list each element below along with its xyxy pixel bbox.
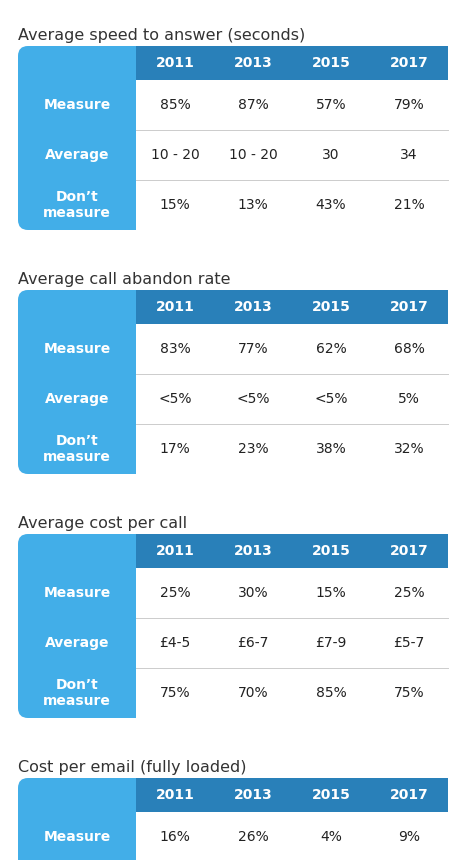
Text: Don’t
measure: Don’t measure	[43, 190, 111, 220]
Bar	[136, 778, 448, 812]
Text: 75%: 75%	[394, 686, 424, 700]
Text: 62%: 62%	[316, 342, 346, 356]
Text: 13%: 13%	[238, 198, 268, 212]
Text: 30%: 30%	[238, 586, 268, 600]
Text: 17%: 17%	[160, 442, 190, 456]
Text: 85%: 85%	[160, 98, 190, 112]
Bar	[136, 46, 448, 80]
Text: 79%: 79%	[394, 98, 424, 112]
Text: 2013: 2013	[234, 788, 273, 802]
FancyBboxPatch shape	[18, 46, 136, 230]
Text: 25%: 25%	[394, 586, 424, 600]
Text: 32%: 32%	[394, 442, 424, 456]
Text: 2015: 2015	[312, 544, 351, 558]
Text: 38%: 38%	[316, 442, 346, 456]
Text: 23%: 23%	[238, 442, 268, 456]
Text: Average call abandon rate: Average call abandon rate	[18, 272, 230, 287]
Text: 10 - 20: 10 - 20	[150, 148, 199, 162]
Text: 2017: 2017	[390, 56, 428, 70]
Text: 2011: 2011	[156, 300, 195, 314]
Text: Don’t
measure: Don’t measure	[43, 434, 111, 464]
Text: 16%: 16%	[159, 830, 190, 844]
Text: 43%: 43%	[316, 198, 346, 212]
FancyBboxPatch shape	[18, 534, 136, 718]
Text: 15%: 15%	[316, 586, 346, 600]
FancyBboxPatch shape	[18, 290, 136, 474]
Text: 34: 34	[400, 148, 418, 162]
Bar	[136, 568, 448, 718]
Text: Measure: Measure	[43, 342, 110, 356]
Text: 75%: 75%	[160, 686, 190, 700]
Text: 4%: 4%	[320, 830, 342, 844]
Text: 83%: 83%	[160, 342, 190, 356]
Text: Average cost per call: Average cost per call	[18, 516, 187, 531]
Text: Average speed to answer (seconds): Average speed to answer (seconds)	[18, 28, 305, 43]
Text: Measure: Measure	[43, 586, 110, 600]
Text: Average: Average	[45, 148, 109, 162]
Bar	[136, 812, 448, 860]
Text: £4-5: £4-5	[159, 636, 191, 650]
Text: <5%: <5%	[158, 392, 192, 406]
Bar	[77, 534, 136, 718]
Text: 5%: 5%	[398, 392, 420, 406]
Text: Average: Average	[45, 392, 109, 406]
Text: 2011: 2011	[156, 544, 195, 558]
Text: 25%: 25%	[160, 586, 190, 600]
Text: <5%: <5%	[236, 392, 270, 406]
Text: £7-9: £7-9	[315, 636, 347, 650]
Text: Don’t
measure: Don’t measure	[43, 678, 111, 708]
Text: <5%: <5%	[314, 392, 348, 406]
Text: Measure: Measure	[43, 830, 110, 844]
Text: £5-7: £5-7	[393, 636, 424, 650]
Bar	[136, 534, 448, 568]
Bar	[77, 778, 136, 860]
Text: 30: 30	[322, 148, 340, 162]
Text: 2017: 2017	[390, 544, 428, 558]
Text: 68%: 68%	[393, 342, 424, 356]
Bar	[136, 290, 448, 324]
FancyBboxPatch shape	[18, 778, 136, 860]
Text: 70%: 70%	[238, 686, 268, 700]
Text: 21%: 21%	[394, 198, 424, 212]
Text: 26%: 26%	[238, 830, 268, 844]
Text: 77%: 77%	[238, 342, 268, 356]
Text: 9%: 9%	[398, 830, 420, 844]
Text: 10 - 20: 10 - 20	[228, 148, 277, 162]
Text: Measure: Measure	[43, 98, 110, 112]
Text: 87%: 87%	[238, 98, 268, 112]
Bar	[136, 80, 448, 230]
Text: 2015: 2015	[312, 56, 351, 70]
Text: 2017: 2017	[390, 300, 428, 314]
Text: 2013: 2013	[234, 56, 273, 70]
Text: 2015: 2015	[312, 300, 351, 314]
Text: 2013: 2013	[234, 300, 273, 314]
Text: Cost per email (fully loaded): Cost per email (fully loaded)	[18, 760, 246, 775]
Bar	[77, 290, 136, 474]
Text: 2011: 2011	[156, 788, 195, 802]
Text: £6-7: £6-7	[237, 636, 269, 650]
Text: 2017: 2017	[390, 788, 428, 802]
Text: 2013: 2013	[234, 544, 273, 558]
Text: 57%: 57%	[316, 98, 346, 112]
Bar	[136, 324, 448, 474]
Text: 2011: 2011	[156, 56, 195, 70]
Bar	[77, 46, 136, 230]
Text: Average: Average	[45, 636, 109, 650]
Text: 2015: 2015	[312, 788, 351, 802]
Text: 15%: 15%	[160, 198, 190, 212]
Text: 85%: 85%	[316, 686, 346, 700]
